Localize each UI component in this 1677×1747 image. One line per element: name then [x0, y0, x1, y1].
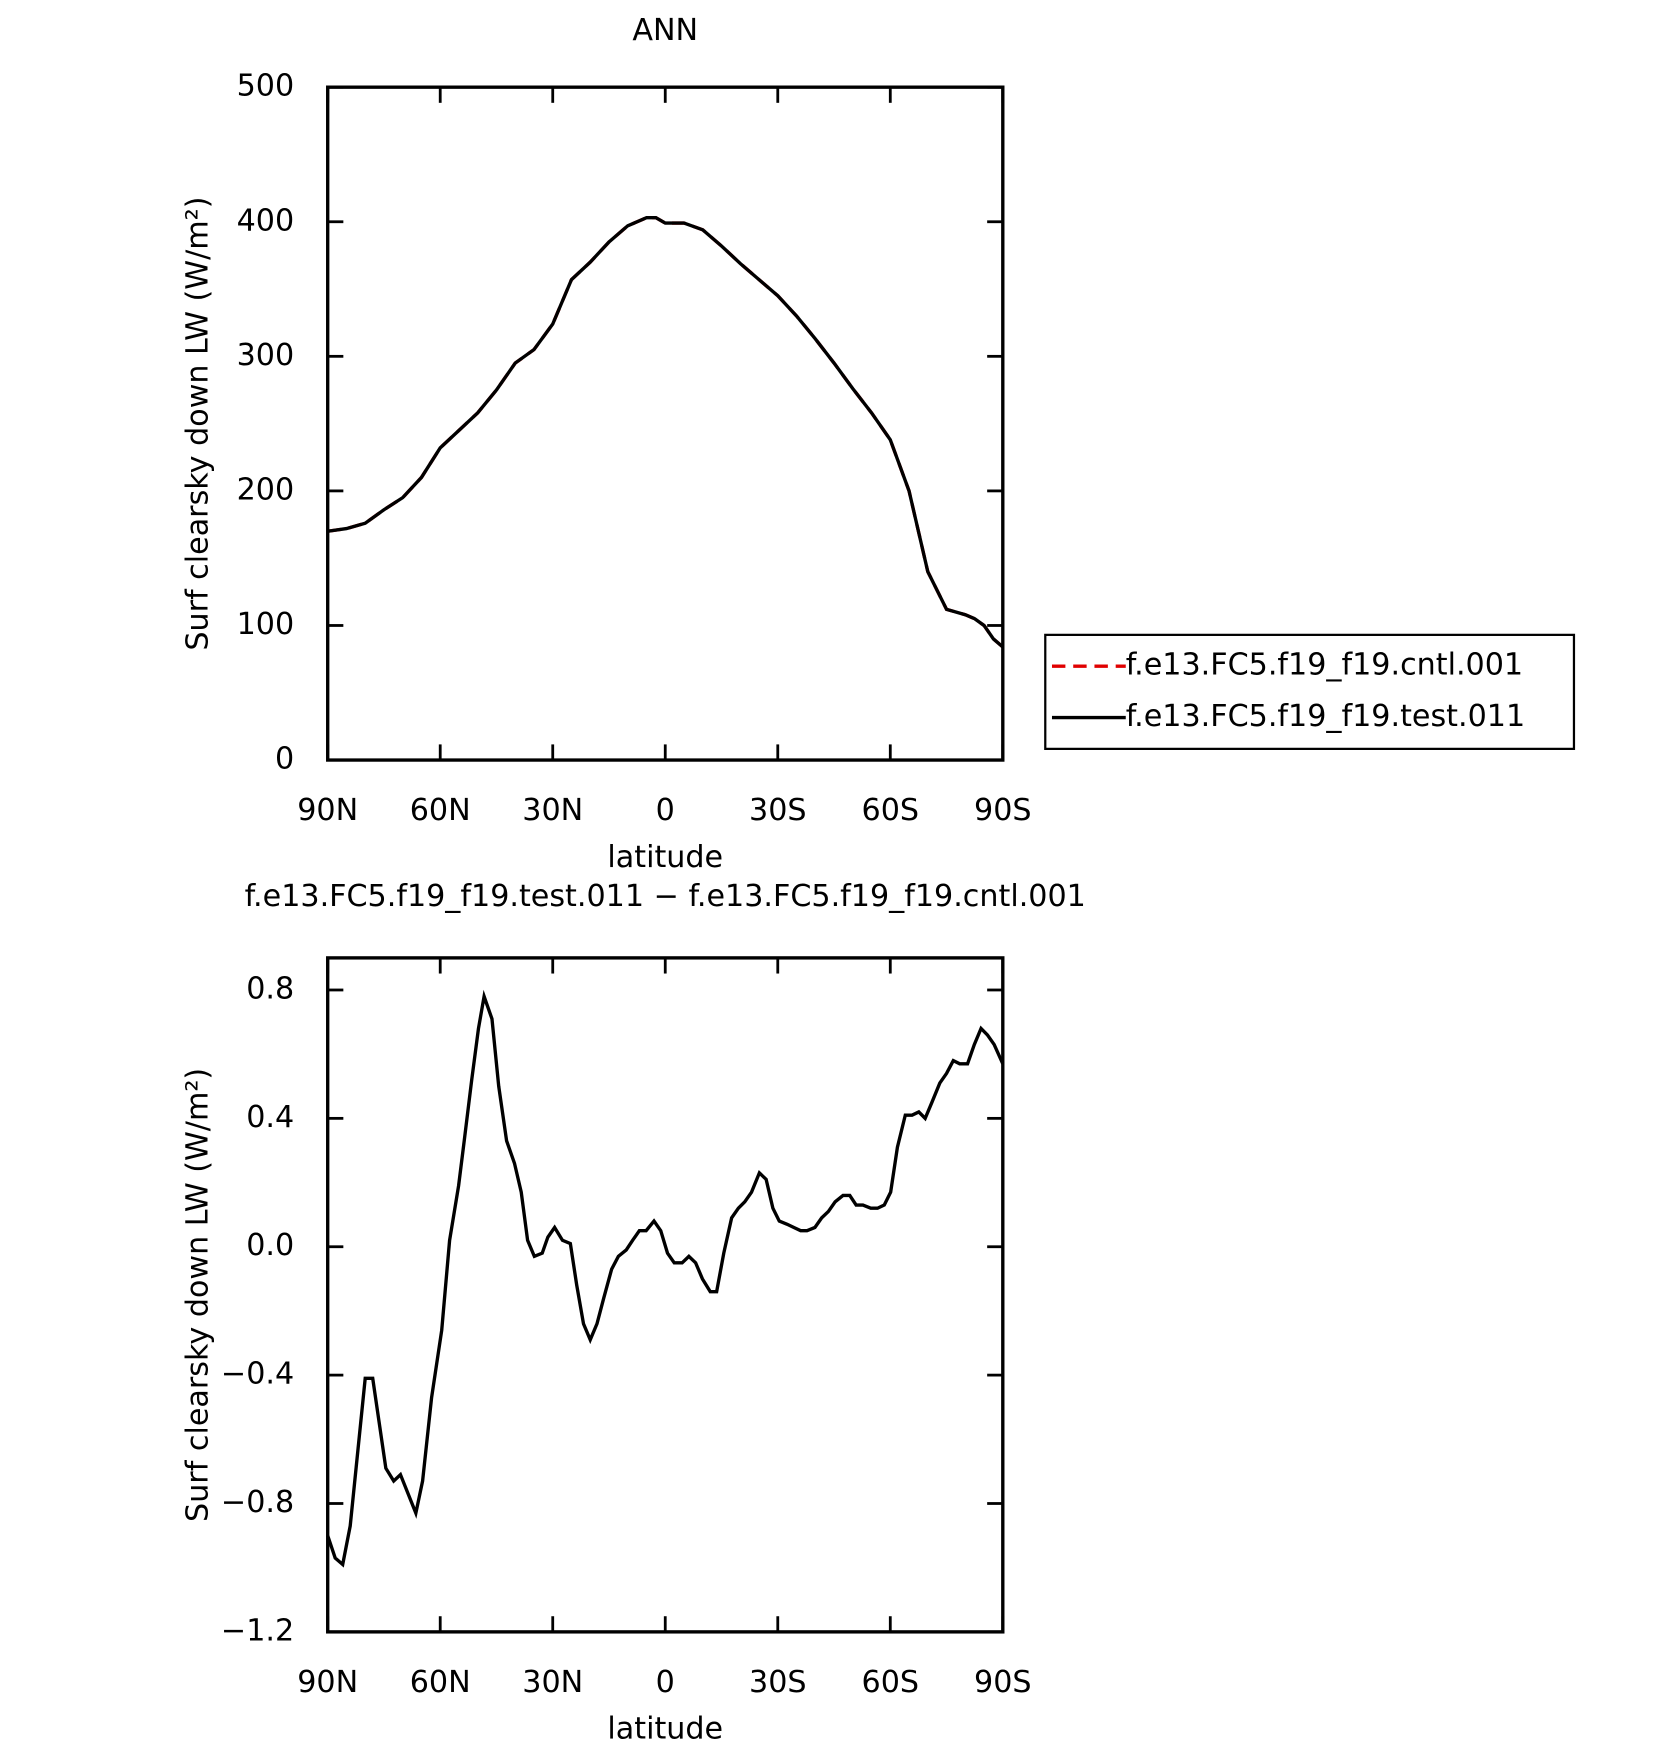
- data-line: [327, 216, 1004, 649]
- y-tick-label: 200: [237, 472, 295, 507]
- x-tick-label: 90S: [974, 793, 1032, 828]
- x-tick-label: 60N: [410, 793, 471, 828]
- y-tick-label: 500: [237, 69, 295, 104]
- data-line: [327, 216, 1004, 649]
- y-tick-label: 100: [237, 607, 295, 642]
- x-tick-label: 30N: [522, 793, 583, 828]
- x-tick-label: 30S: [749, 793, 807, 828]
- y-tick-label: −0.4: [221, 1357, 294, 1392]
- chart-title: f.e13.FC5.f19_f19.test.011 − f.e13.FC5.f…: [245, 879, 1086, 914]
- x-tick-label: 60S: [862, 1665, 920, 1700]
- x-tick-label: 30N: [522, 1665, 583, 1700]
- plot-frame: [326, 956, 1005, 1634]
- x-tick-label: 0: [656, 1665, 675, 1700]
- y-tick-label: 400: [237, 203, 295, 238]
- y-axis-label: Surf clearsky down LW (W/m²): [181, 1068, 216, 1522]
- x-tick-label: 0: [656, 793, 675, 828]
- y-axis-label: Surf clearsky down LW (W/m²): [181, 197, 216, 651]
- y-tick-label: −1.2: [221, 1613, 294, 1648]
- y-tick-label: 0.0: [246, 1228, 294, 1263]
- legend-label: f.e13.FC5.f19_f19.cntl.001: [1126, 648, 1523, 683]
- x-tick-label: 90N: [297, 793, 358, 828]
- y-tick-label: 300: [237, 338, 295, 373]
- plot-frame: [326, 85, 1005, 762]
- y-tick-label: 0: [275, 742, 294, 777]
- x-tick-label: 30S: [749, 1665, 807, 1700]
- x-axis-label: latitude: [607, 1712, 723, 1747]
- x-tick-label: 90S: [974, 1665, 1032, 1700]
- legend-box: [1044, 633, 1576, 750]
- x-tick-label: 90N: [297, 1665, 358, 1700]
- legend-label: f.e13.FC5.f19_f19.test.011: [1126, 699, 1525, 734]
- x-tick-label: 60N: [410, 1665, 471, 1700]
- y-tick-label: 0.8: [246, 971, 294, 1006]
- y-tick-label: 0.4: [246, 1100, 294, 1135]
- x-axis-label: latitude: [607, 840, 723, 875]
- chart-title: ANN: [632, 13, 698, 48]
- y-tick-label: −0.8: [221, 1485, 294, 1520]
- x-tick-label: 60S: [862, 793, 920, 828]
- data-line: [326, 989, 1005, 1568]
